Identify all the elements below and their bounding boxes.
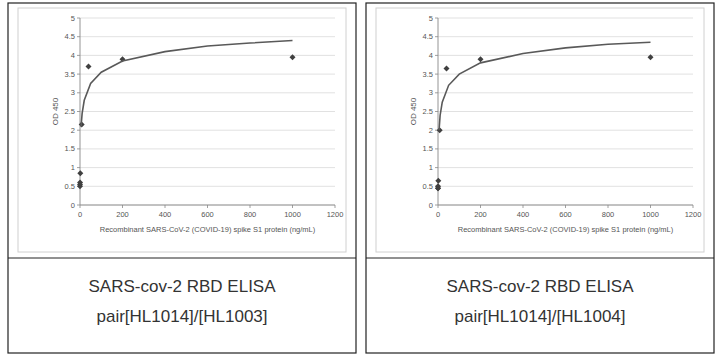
grid-line bbox=[80, 92, 335, 93]
y-tick-label: 2 bbox=[429, 126, 433, 135]
grid-line bbox=[80, 167, 335, 168]
panel-border bbox=[366, 3, 714, 353]
grid-line bbox=[438, 111, 693, 112]
y-tick-label: 0 bbox=[429, 201, 433, 210]
caption-divider bbox=[366, 258, 714, 259]
data-point bbox=[435, 183, 441, 189]
y-tick-label: 3.5 bbox=[423, 70, 433, 79]
y-tick-label: 3 bbox=[71, 88, 75, 97]
data-point bbox=[77, 170, 83, 176]
grid-line bbox=[80, 111, 335, 112]
y-tick-label: 1 bbox=[71, 163, 75, 172]
data-point bbox=[290, 54, 296, 60]
x-tick-label: 200 bbox=[116, 210, 129, 219]
panel-border bbox=[8, 3, 356, 353]
plot-data bbox=[435, 42, 654, 191]
chart-frame bbox=[18, 8, 346, 252]
x-tick-label: 400 bbox=[159, 210, 172, 219]
x-tick-label: 800 bbox=[244, 210, 257, 219]
y-tick-label: 4 bbox=[71, 51, 75, 60]
grid-line bbox=[80, 186, 335, 187]
grid-line bbox=[80, 148, 335, 149]
grid-line bbox=[438, 74, 693, 75]
fit-curve bbox=[81, 40, 292, 126]
x-tick-label: 600 bbox=[559, 210, 572, 219]
x-axis bbox=[80, 205, 335, 206]
y-tick-label: 1.5 bbox=[65, 144, 75, 153]
grid-line bbox=[438, 92, 693, 93]
grid-line bbox=[438, 36, 693, 37]
grid-line bbox=[80, 205, 335, 206]
y-tick-label: 1 bbox=[429, 163, 433, 172]
caption-divider bbox=[8, 258, 356, 259]
x-tick-label: 800 bbox=[602, 210, 615, 219]
page: 00.511.522.533.544.550200400600800100012… bbox=[0, 0, 720, 360]
y-tick-label: 3 bbox=[429, 88, 433, 97]
grid-line bbox=[438, 205, 693, 206]
data-point bbox=[444, 65, 450, 71]
grid-line bbox=[438, 186, 693, 187]
grid-line bbox=[438, 167, 693, 168]
caption-subtitle: pair[HL1014]/[HL1004] bbox=[454, 307, 625, 326]
data-point bbox=[648, 54, 654, 60]
grid-line bbox=[80, 18, 335, 19]
chart-frame bbox=[376, 8, 704, 252]
grid-line bbox=[80, 36, 335, 37]
caption-subtitle: pair[HL1014]/[HL1003] bbox=[96, 307, 267, 326]
x-axis-label: Recombinant SARS-CoV-2 (COVID-19) spike … bbox=[458, 225, 674, 234]
y-axis-label: OD 450 bbox=[409, 97, 418, 125]
x-tick-label: 1000 bbox=[642, 210, 659, 219]
x-axis bbox=[438, 205, 693, 206]
x-tick-label: 600 bbox=[201, 210, 214, 219]
y-tick-label: 1.5 bbox=[423, 144, 433, 153]
grid-line bbox=[80, 55, 335, 56]
y-tick-label: 0.5 bbox=[423, 182, 433, 191]
y-tick-label: 5 bbox=[429, 14, 433, 23]
grid-line bbox=[438, 18, 693, 19]
x-tick-label: 1200 bbox=[327, 210, 344, 219]
x-tick-label: 400 bbox=[517, 210, 530, 219]
grid-line bbox=[438, 130, 693, 131]
grid-line bbox=[80, 74, 335, 75]
y-axis bbox=[80, 18, 81, 205]
grid-line bbox=[438, 55, 693, 56]
grid-line bbox=[438, 148, 693, 149]
y-tick-label: 4.5 bbox=[423, 32, 433, 41]
x-axis-label: Recombinant SARS-CoV-2 (COVID-19) spike … bbox=[100, 225, 316, 234]
x-tick-label: 200 bbox=[474, 210, 487, 219]
y-tick-label: 0 bbox=[71, 201, 75, 210]
caption-title: SARS-cov-2 RBD ELISA bbox=[88, 277, 276, 296]
y-tick-label: 2 bbox=[71, 126, 75, 135]
y-tick-label: 2.5 bbox=[423, 107, 433, 116]
y-tick-label: 0.5 bbox=[65, 182, 75, 191]
chart-panel: 0 0.5 1 1.5 2 2.5 3 3.5 4 4.5 5 0 200 400 600 800 1000 12… bbox=[366, 3, 714, 353]
y-tick-label: 2.5 bbox=[65, 107, 75, 116]
data-point bbox=[478, 56, 484, 62]
fit-curve bbox=[439, 42, 650, 130]
caption-title: SARS-cov-2 RBD ELISA bbox=[446, 277, 634, 296]
data-point bbox=[86, 64, 92, 70]
x-tick-label: 0 bbox=[436, 210, 440, 219]
data-point bbox=[77, 180, 83, 186]
y-axis-label: OD 450 bbox=[51, 97, 60, 125]
plot-data bbox=[77, 40, 296, 189]
x-tick-label: 1000 bbox=[284, 210, 301, 219]
x-tick-label: 0 bbox=[78, 210, 82, 219]
y-axis bbox=[438, 18, 439, 205]
data-point bbox=[435, 178, 441, 184]
grid-line bbox=[80, 130, 335, 131]
y-tick-label: 4 bbox=[429, 51, 433, 60]
y-tick-label: 5 bbox=[71, 14, 75, 23]
y-tick-label: 4.5 bbox=[65, 32, 75, 41]
chart-panel: 0 0.5 1 1.5 2 2.5 3 3.5 4 4.5 5 0 200 400 600 800 1000 12… bbox=[8, 3, 356, 353]
y-tick-label: 3.5 bbox=[65, 70, 75, 79]
x-tick-label: 1200 bbox=[685, 210, 702, 219]
